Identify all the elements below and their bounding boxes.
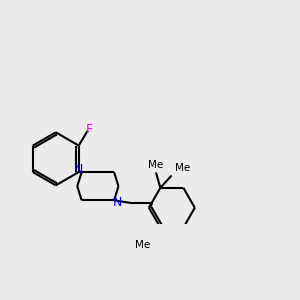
- Text: N: N: [74, 163, 83, 176]
- Text: Me: Me: [175, 163, 190, 173]
- Text: F: F: [85, 123, 93, 136]
- Text: Me: Me: [148, 160, 164, 170]
- Text: N: N: [113, 196, 122, 209]
- Text: Me: Me: [135, 240, 150, 250]
